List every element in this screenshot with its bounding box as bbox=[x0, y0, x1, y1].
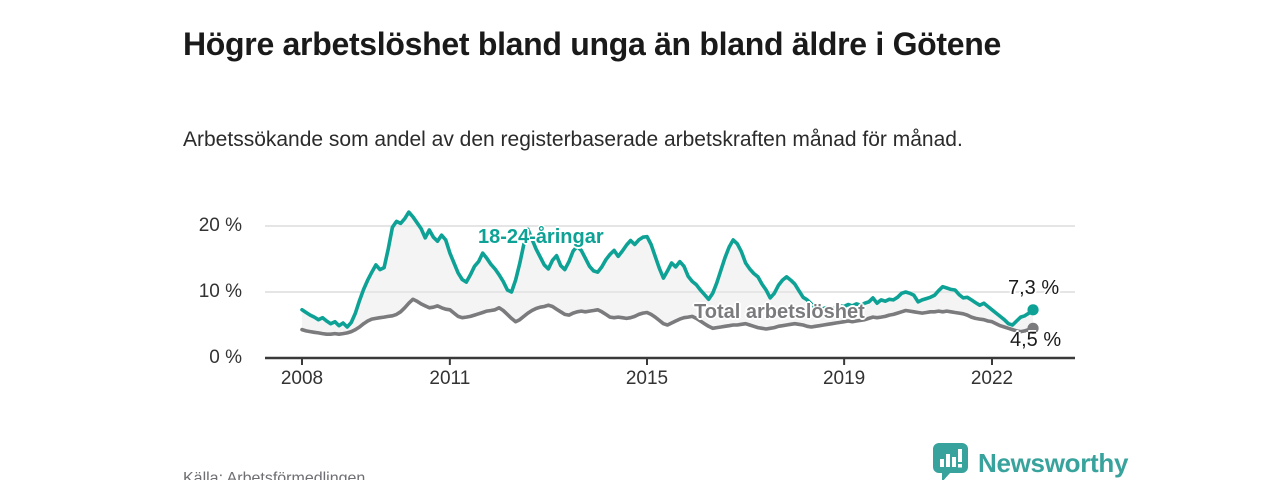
grid-overlay bbox=[265, 225, 1075, 293]
newsworthy-logo: Newsworthy bbox=[933, 443, 1128, 480]
chart-subtitle: Arbetssökande som andel av den registerb… bbox=[183, 128, 963, 151]
y-tick-label: 20 % bbox=[198, 215, 242, 236]
total-end-dot bbox=[1027, 322, 1039, 334]
source-note: Källa: Arbetsförmedlingen bbox=[183, 470, 366, 480]
logo-wordmark: Newsworthy bbox=[978, 447, 1129, 478]
x-tick-label: 2011 bbox=[429, 368, 471, 389]
page-title: Högre arbetslöshet bland unga än bland ä… bbox=[183, 26, 1002, 63]
end-value-label-total: 4,5 % bbox=[1010, 329, 1062, 351]
y-tick-label: 10 % bbox=[198, 281, 242, 302]
x-tick-label: 2008 bbox=[280, 368, 324, 389]
total-line-series bbox=[300, 297, 1035, 337]
bar-chart-badge-icon bbox=[933, 443, 968, 480]
young-line-series bbox=[300, 210, 1035, 329]
y-tick-label: 0 % bbox=[209, 347, 242, 368]
young-end-dot bbox=[1027, 304, 1039, 316]
series-label-young: 18-24-åringar bbox=[478, 226, 604, 248]
x-tick-label: 2015 bbox=[625, 368, 669, 389]
series-label-total: Total arbetslöshet bbox=[694, 301, 865, 323]
x-axis bbox=[265, 356, 1075, 365]
x-tick-label: 2019 bbox=[822, 368, 866, 389]
x-tick-label: 2022 bbox=[970, 368, 1014, 389]
end-value-label-young: 7,3 % bbox=[1008, 277, 1060, 299]
